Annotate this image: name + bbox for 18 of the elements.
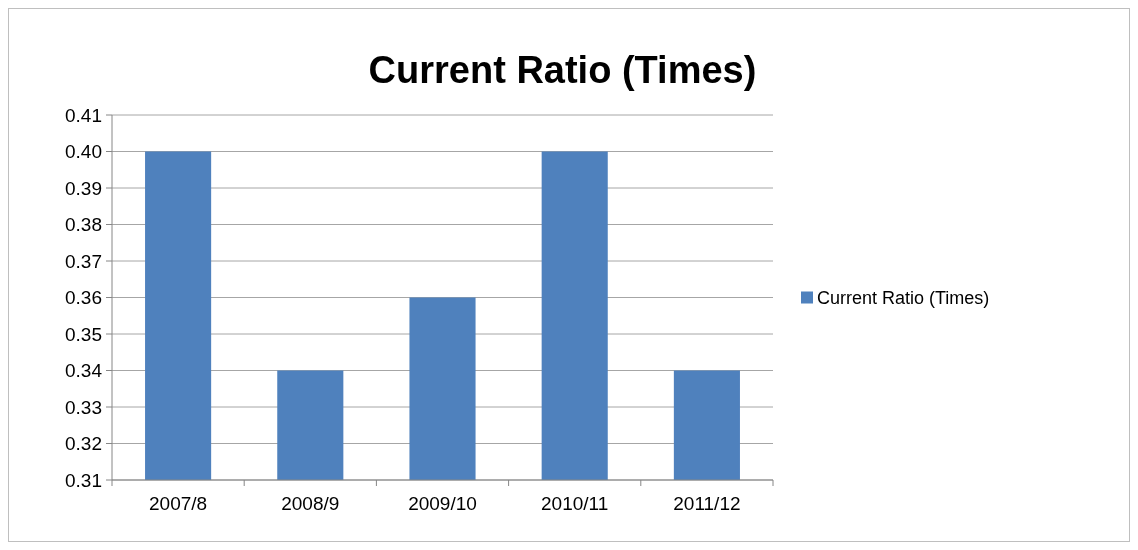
- y-tick-label: 0.41: [65, 104, 102, 126]
- y-tick-label: 0.31: [65, 469, 102, 491]
- y-tick-label: 0.40: [65, 141, 102, 163]
- y-tick-label: 0.35: [65, 323, 102, 345]
- x-tick-label: 2007/8: [149, 493, 208, 514]
- y-tick-label: 0.38: [65, 214, 102, 236]
- y-tick-label: 0.32: [65, 433, 102, 455]
- chart-title: Current Ratio (Times): [368, 49, 757, 91]
- x-tick-label: 2008/9: [281, 493, 340, 514]
- y-tick-label: 0.33: [65, 396, 102, 418]
- x-tick-label: 2011/12: [673, 493, 741, 514]
- legend-label: Current Ratio (Times): [817, 287, 990, 308]
- x-tick-label: 2010/11: [541, 493, 609, 514]
- y-tick-label: 0.37: [65, 250, 102, 272]
- y-tick-label: 0.36: [65, 287, 102, 309]
- x-tick-label: 2009/10: [408, 493, 477, 514]
- y-tick-label: 0.39: [65, 177, 102, 199]
- y-tick-label: 0.34: [65, 360, 103, 382]
